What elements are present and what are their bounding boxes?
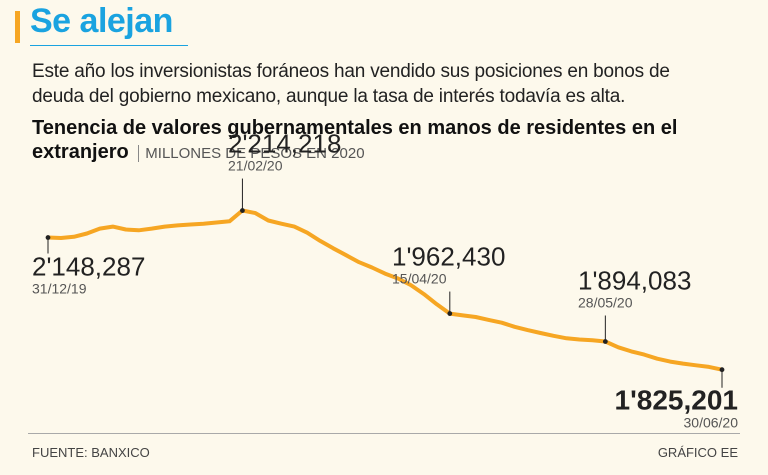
data-point-marker xyxy=(447,311,453,316)
chart-title: Tenencia de valores gubernamentales en m… xyxy=(32,116,722,166)
source-note: FUENTE: BANXICO xyxy=(32,445,150,460)
graphic-credit: GRÁFICO EE xyxy=(657,445,738,460)
data-label-value: 1'825,201 xyxy=(615,385,738,416)
headline: Se alejan xyxy=(30,2,173,40)
series-line xyxy=(46,208,724,372)
footer-divider xyxy=(28,433,740,434)
dek-text: Este año los inversionistas foráneos han… xyxy=(32,61,670,107)
headline-underline xyxy=(30,45,188,46)
data-label-date: 15/04/20 xyxy=(392,271,447,287)
data-point-marker xyxy=(719,367,725,373)
data-label-date: 30/06/20 xyxy=(684,415,739,431)
chart-title-text: Tenencia de valores gubernamentales en m… xyxy=(32,117,678,163)
data-point-marker xyxy=(45,235,51,240)
chart-units: MILLONES DE PESOS EN 2020 xyxy=(138,145,365,162)
data-label-date: 28/05/20 xyxy=(578,295,633,311)
data-label-value: 1'962,430 xyxy=(392,242,505,272)
data-point-marker xyxy=(602,339,608,344)
data-label-value: 1'894,083 xyxy=(578,266,691,296)
data-label-date: 31/12/19 xyxy=(32,281,87,297)
headline-accent-bar xyxy=(15,11,20,43)
data-point-marker xyxy=(240,208,245,213)
data-label-value: 2'214,218 xyxy=(228,129,341,159)
data-label-date: 21/02/20 xyxy=(228,158,283,174)
data-label-value: 2'148,287 xyxy=(32,252,145,282)
